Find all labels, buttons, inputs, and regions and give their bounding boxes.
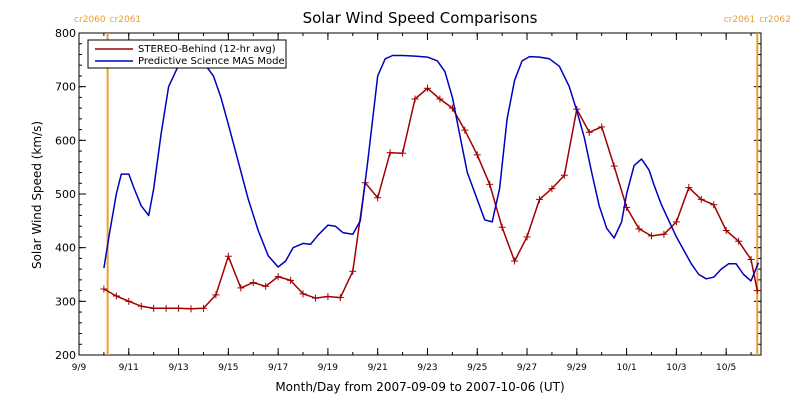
x-tick-label: 9/9 [72,363,87,373]
series-point [287,276,295,284]
series-point [473,151,481,159]
legend-box [87,39,287,69]
x-tick-label: 9/27 [517,363,537,373]
series-point [747,255,755,263]
series-point [672,218,680,226]
series-point [249,279,257,287]
series-point [150,304,158,312]
series-point [374,194,382,202]
series-point [386,149,394,157]
y-tick-label: 700 [55,81,76,94]
series-point [753,287,761,295]
series-point [697,195,705,203]
series-point [498,223,506,231]
x-tick-label: 9/13 [168,363,188,373]
plot-frame [78,32,762,356]
x-tick-label: 10/3 [666,363,686,373]
series-point [411,95,419,103]
series-point [486,180,494,188]
series-point [336,294,344,302]
series-point [523,233,531,241]
series-layer [100,54,761,313]
series-point [461,126,469,134]
series-point [299,290,307,298]
series-point [262,282,270,290]
y-axis-label: Solar Wind Speed (km/s) [30,121,44,269]
x-tick-label: 10/1 [616,363,636,373]
legend-label-mas-model: Predictive Science MAS Model [138,56,287,67]
y-tick-label: 300 [55,295,76,308]
carrington-label-before: cr2061 [724,15,756,25]
x-tick-label: 9/21 [368,363,388,373]
series-point [187,305,195,313]
series-point [735,237,743,245]
carrington-label-after: cr2061 [110,15,142,25]
series-point [423,84,431,92]
x-tick-label: 9/15 [218,363,238,373]
y-tick-label: 800 [55,27,76,40]
x-tick-label: 10/5 [716,363,736,373]
series-point [560,171,568,179]
x-tick-label: 9/25 [467,363,487,373]
series-point [548,185,556,193]
series-point [112,292,120,300]
carrington-label-before: cr2060 [74,15,106,25]
series-point [399,149,407,157]
series-point [137,302,145,310]
series-point [274,273,282,281]
series-point [199,304,207,312]
y-tick-label: 600 [55,134,76,147]
legend: STEREO-Behind (12-hr avg) Predictive Sci… [87,39,287,69]
series-point [511,257,519,265]
series-point [212,291,220,299]
series-point [647,232,655,240]
series-point [175,304,183,312]
carrington-boundaries [106,33,759,355]
y-tick-label: 200 [55,349,76,362]
x-tick-label: 9/11 [119,363,139,373]
chart-title: Solar Wind Speed Comparisons [303,9,538,27]
series-line-1 [103,54,760,282]
series-point [224,252,232,260]
series-point [710,201,718,209]
series-point [535,195,543,203]
series-point [598,123,606,131]
x-axis-label: Month/Day from 2007-09-09 to 2007-10-06 … [275,380,564,394]
y-tick-label: 400 [55,242,76,255]
carrington-labels: cr2060 cr2061 cr2061 cr2062 [74,15,791,25]
x-tick-label: 9/17 [268,363,288,373]
series-point [349,267,357,275]
series-point [585,128,593,136]
x-tick-label: 9/19 [318,363,338,373]
series-point [100,285,108,293]
series-point [685,184,693,192]
legend-label-stereo: STEREO-Behind (12-hr avg) [138,44,276,55]
y-tick-label: 500 [55,188,76,201]
x-axis: 9/9 9/11 9/13 9/15 9/17 9/19 9/21 9/23 9/25 9/27 9… [72,33,752,373]
series-point [237,284,245,292]
series-point [635,225,643,233]
series-point [722,226,730,234]
y-axis: 200 300 400 500 600 700 800 [55,27,761,362]
series-point [125,297,133,305]
series-point [162,304,170,312]
x-tick-label: 9/23 [417,363,437,373]
series-point [324,293,332,301]
series-point [311,294,319,302]
x-tick-label: 9/29 [567,363,587,373]
carrington-label-after: cr2062 [759,15,791,25]
series-point [436,95,444,103]
series-point [660,230,668,238]
series-point [610,162,618,170]
